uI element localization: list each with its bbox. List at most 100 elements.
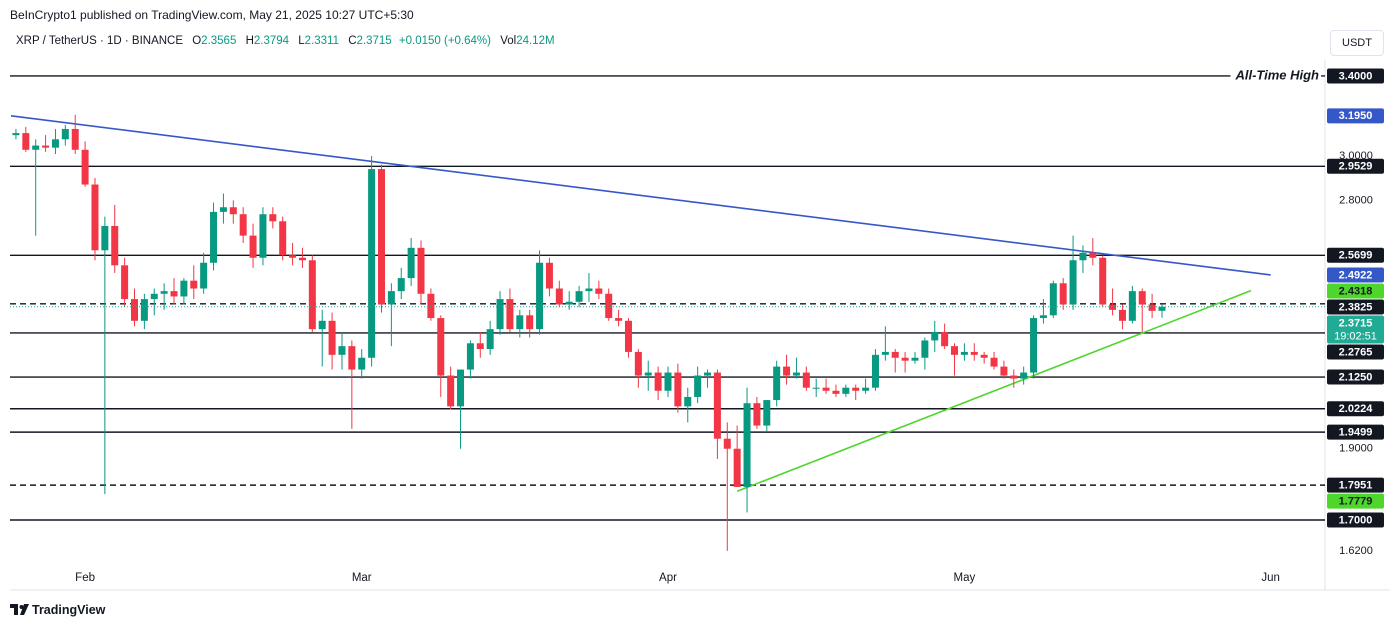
candle-body	[832, 390, 840, 394]
candle-body	[61, 128, 69, 140]
price-tag	[1327, 344, 1384, 360]
candle-body	[990, 357, 998, 367]
symbol-legend: XRP / TetherUS · 1D · BINANCE O2.3565 H2…	[16, 35, 555, 47]
candle-body	[763, 400, 771, 426]
candle-body	[1099, 257, 1107, 305]
candle-body	[862, 387, 870, 391]
candle-body	[101, 226, 109, 251]
symbol: XRP / TetherUS · 1D · BINANCE	[16, 35, 184, 47]
legend-key: L	[298, 35, 305, 47]
candle-body	[624, 320, 632, 352]
candle-body	[595, 288, 603, 294]
candle-body	[239, 214, 247, 236]
candle-body	[723, 438, 731, 449]
candle-body	[1118, 309, 1126, 321]
price-tag-label: 2.0224	[1339, 403, 1374, 415]
candle-body	[644, 372, 652, 376]
candle-body	[871, 354, 879, 388]
published-line: BeInCrypto1 published on TradingView.com…	[10, 8, 414, 22]
candle-body	[298, 257, 306, 261]
candle-body	[881, 351, 889, 355]
candle-body	[1138, 291, 1146, 305]
candle-body	[111, 226, 119, 266]
x-tick-label: Feb	[75, 572, 95, 584]
candle-body	[516, 315, 524, 330]
price-tag-label: 2.3715	[1339, 317, 1373, 329]
candle-body	[694, 375, 702, 397]
candle-body	[466, 343, 474, 370]
candle-body	[911, 357, 919, 361]
candle-body	[704, 372, 712, 376]
candle-body	[170, 291, 178, 297]
candle-body	[200, 262, 208, 289]
candle-body	[71, 128, 79, 150]
price-tag-label: 2.4922	[1339, 269, 1373, 281]
level-note: All-Time High	[1234, 67, 1319, 82]
change: +0.0150 (+0.64%)	[398, 35, 491, 47]
candle-body	[1000, 366, 1008, 376]
candle-body	[140, 299, 148, 321]
logo-icon	[10, 604, 29, 615]
price-tag	[1327, 247, 1384, 263]
candle-body	[684, 396, 692, 407]
candle-body	[970, 351, 978, 355]
candle-body	[51, 139, 59, 148]
price-tag	[1327, 512, 1384, 528]
note-background	[1230, 67, 1322, 83]
price-tag-label: 2.5699	[1339, 250, 1373, 262]
candle-body	[259, 214, 267, 258]
candle-body	[743, 403, 751, 487]
candle-body	[674, 372, 682, 407]
legend-value: 2.3311	[304, 35, 339, 47]
price-tag	[1327, 369, 1384, 385]
currency-button[interactable]: USDT	[1330, 30, 1384, 56]
candle-body	[891, 351, 899, 358]
price-tag-countdown: 19:02:51	[1334, 330, 1377, 342]
candle-body	[190, 280, 198, 289]
legend-key: O	[192, 35, 202, 47]
candle-body	[358, 357, 366, 370]
candle-body	[42, 145, 50, 148]
candle-body	[210, 211, 218, 263]
candle-body	[318, 320, 326, 330]
legend-key: C	[348, 35, 357, 47]
candle-body	[457, 369, 465, 407]
candle-body	[555, 288, 563, 305]
candle-body	[279, 221, 287, 256]
candle-body	[249, 235, 257, 258]
candle-body	[1148, 304, 1156, 311]
candle-body	[1059, 283, 1067, 305]
price-tag-label: 1.7779	[1339, 496, 1373, 508]
y-tick-label: 1.9000	[1339, 443, 1373, 455]
candle-body	[921, 340, 929, 358]
legend-key: H	[245, 35, 254, 47]
candle-body	[348, 346, 356, 370]
price-tag-label: 2.4318	[1339, 285, 1373, 297]
candle-body	[634, 351, 642, 376]
candle-body	[713, 372, 721, 439]
candle-body	[901, 357, 909, 361]
x-tick-label: Apr	[659, 572, 677, 584]
candle-body	[121, 265, 129, 300]
price-tag-label: 1.7951	[1339, 480, 1373, 492]
candle-body	[812, 387, 820, 389]
price-tag-label: 3.1950	[1339, 110, 1373, 122]
price-tag	[1327, 68, 1384, 84]
candle-body	[842, 387, 850, 394]
price-tag	[1327, 315, 1384, 344]
candle-body	[664, 372, 672, 391]
price-tag-label: 1.7000	[1339, 514, 1373, 526]
candle-body	[447, 375, 455, 407]
candle-body	[219, 207, 227, 212]
x-tick-label: Jun	[1261, 572, 1280, 584]
candle-body	[91, 184, 99, 251]
candle-body	[1079, 252, 1087, 261]
price-tag-label: 1.9499	[1339, 427, 1373, 439]
candle-body	[486, 329, 494, 350]
candle-body	[1020, 372, 1028, 379]
price-tag	[1327, 493, 1384, 509]
candle-body	[328, 320, 336, 355]
price-tag-label: 3.4000	[1339, 70, 1373, 82]
candle-body	[536, 262, 544, 330]
